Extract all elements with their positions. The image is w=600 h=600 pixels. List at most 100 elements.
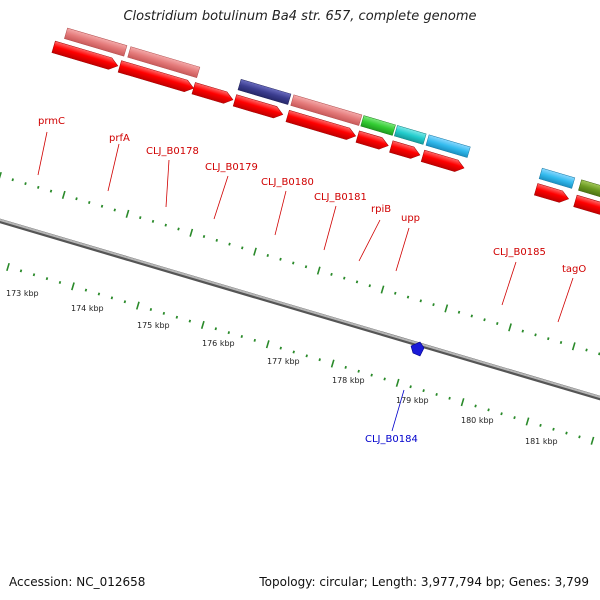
tick-mark xyxy=(175,315,179,319)
tick-mark xyxy=(58,280,62,284)
tick-mark xyxy=(513,416,516,420)
cds-arrow[interactable] xyxy=(285,109,357,142)
scale-label: 177 kbp xyxy=(267,357,300,366)
tick-mark xyxy=(279,257,282,261)
gene-label-prmc: prmC xyxy=(38,116,65,127)
tick-mark xyxy=(24,182,27,186)
tick-mark xyxy=(123,300,127,304)
gene-label-prfa: prfA xyxy=(109,133,130,144)
tick-mark xyxy=(228,242,231,246)
tick-mark xyxy=(177,227,180,231)
tick-mark xyxy=(227,331,231,335)
cds-track xyxy=(51,40,600,227)
gene-bar[interactable] xyxy=(425,134,471,158)
gene-label-rpib: rpiB xyxy=(371,204,391,215)
scale-label: 173 kbp xyxy=(6,289,39,298)
gene-track-upper xyxy=(64,27,600,212)
tick-mark xyxy=(508,323,512,332)
gene-bar[interactable] xyxy=(237,78,292,105)
tick-mark xyxy=(241,246,244,250)
cds-arrow[interactable] xyxy=(191,82,235,105)
gene-bar[interactable] xyxy=(538,167,576,189)
genome-backbone xyxy=(0,218,600,401)
tick-mark xyxy=(11,178,14,182)
tick-mark xyxy=(409,385,412,389)
cds-arrow[interactable] xyxy=(232,94,284,121)
tick-mark xyxy=(559,340,563,344)
tick-mark xyxy=(552,427,555,431)
scale-label: 178 kbp xyxy=(332,376,365,385)
tick-mark xyxy=(189,228,194,237)
tick-mark xyxy=(97,292,101,296)
gene-bar[interactable] xyxy=(290,94,363,126)
gene-bar[interactable] xyxy=(127,46,201,78)
tick-mark xyxy=(215,238,218,242)
gene-bar[interactable] xyxy=(578,179,600,212)
label-callout-blue xyxy=(391,389,405,432)
tick-mark xyxy=(19,269,23,273)
cds-arrow[interactable] xyxy=(573,194,600,227)
gene-bar[interactable] xyxy=(393,125,427,145)
scale-label: 180 kbp xyxy=(461,416,494,425)
tick-mark xyxy=(432,303,435,307)
gene-label-clj-b0180: CLJ_B0180 xyxy=(261,177,314,188)
tick-mark xyxy=(84,288,88,292)
tick-mark xyxy=(395,378,400,387)
tick-mark xyxy=(470,314,474,318)
label-callouts xyxy=(37,131,574,323)
tick-mark xyxy=(304,265,308,269)
tick-mark xyxy=(435,392,438,396)
reverse-gene-marker[interactable] xyxy=(410,341,425,357)
tick-mark xyxy=(37,185,40,189)
cds-arrow[interactable] xyxy=(51,40,120,71)
tick-mark xyxy=(71,282,75,291)
genome-summary-text: Topology: circular; Length: 3,977,794 bp… xyxy=(259,575,589,589)
tick-mark xyxy=(110,296,114,300)
tick-mark xyxy=(547,337,550,341)
tick-mark xyxy=(500,412,503,416)
tick-mark xyxy=(318,358,321,362)
tick-mark xyxy=(474,404,477,408)
tick-mark xyxy=(49,189,53,193)
cds-arrow[interactable] xyxy=(117,60,195,94)
tick-mark xyxy=(135,301,140,310)
tick-mark xyxy=(200,320,205,329)
tick-mark xyxy=(487,408,490,412)
tick-mark xyxy=(113,208,116,212)
tick-mark xyxy=(32,273,36,277)
tick-mark xyxy=(496,322,499,326)
tick-mark xyxy=(394,291,397,295)
tick-mark xyxy=(585,348,588,352)
tick-mark xyxy=(380,285,385,294)
gene-bar[interactable] xyxy=(64,27,128,57)
tick-mark xyxy=(383,377,386,381)
scale-label: 176 kbp xyxy=(202,339,235,348)
tick-mark xyxy=(305,354,308,358)
tick-mark xyxy=(265,340,270,349)
gene-label-tago: tagO xyxy=(562,264,586,275)
tick-mark xyxy=(292,261,295,265)
feature-tick-track xyxy=(0,171,600,356)
tick-mark xyxy=(214,327,218,331)
tick-mark xyxy=(164,223,167,227)
tick-mark xyxy=(75,197,78,201)
tick-mark xyxy=(100,204,104,208)
tick-mark xyxy=(460,398,465,407)
tick-mark xyxy=(521,329,525,333)
tick-mark xyxy=(578,435,581,439)
accession-text: Accession: NC_012658 xyxy=(9,575,146,589)
tick-mark xyxy=(6,262,10,272)
tick-mark xyxy=(139,216,142,220)
cds-arrow[interactable] xyxy=(420,149,466,174)
tick-mark xyxy=(292,350,295,354)
tick-mark xyxy=(370,373,373,377)
tick-mark xyxy=(571,342,576,351)
cds-arrow[interactable] xyxy=(533,183,570,205)
gene-bar[interactable] xyxy=(360,115,396,136)
tick-mark xyxy=(330,359,335,368)
cds-arrow[interactable] xyxy=(389,140,421,161)
tick-mark xyxy=(422,389,425,393)
scale-tick-track xyxy=(6,262,595,445)
cds-arrow[interactable] xyxy=(355,130,390,152)
